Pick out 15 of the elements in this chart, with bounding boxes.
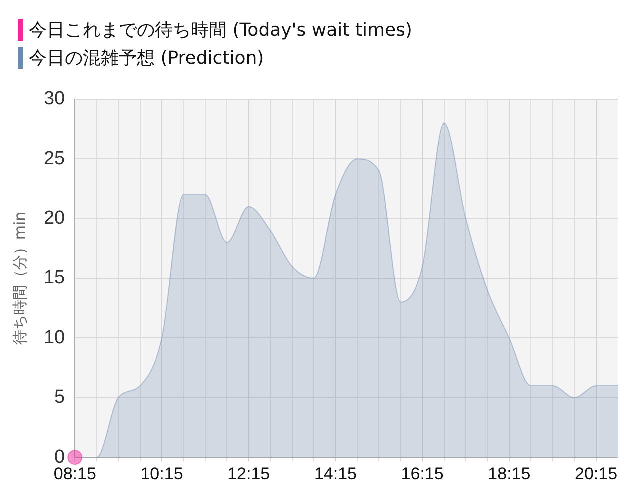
x-tick-label: 20:15 [575, 464, 618, 484]
y-tick-label: 5 [54, 387, 66, 408]
y-tick-label: 30 [44, 88, 66, 110]
x-tick-label: 16:15 [401, 464, 444, 484]
legend-label: 今日これまでの待ち時間 (Today's wait times) [29, 19, 412, 42]
y-tick-label: 15 [44, 268, 66, 289]
y-axis-title: 待ち時間（分）min [10, 212, 29, 346]
x-tick-label: 12:15 [228, 464, 270, 484]
y-tick-label: 25 [44, 148, 66, 170]
x-tick-label: 10:15 [140, 464, 184, 484]
y-tick-label: 20 [44, 208, 66, 230]
y-tick-label: 10 [44, 327, 66, 348]
x-tick-label: 14:15 [314, 464, 357, 484]
x-tick-label: 18:15 [488, 464, 531, 484]
legend-label: 今日の混雑予想 (Prediction) [29, 47, 264, 70]
